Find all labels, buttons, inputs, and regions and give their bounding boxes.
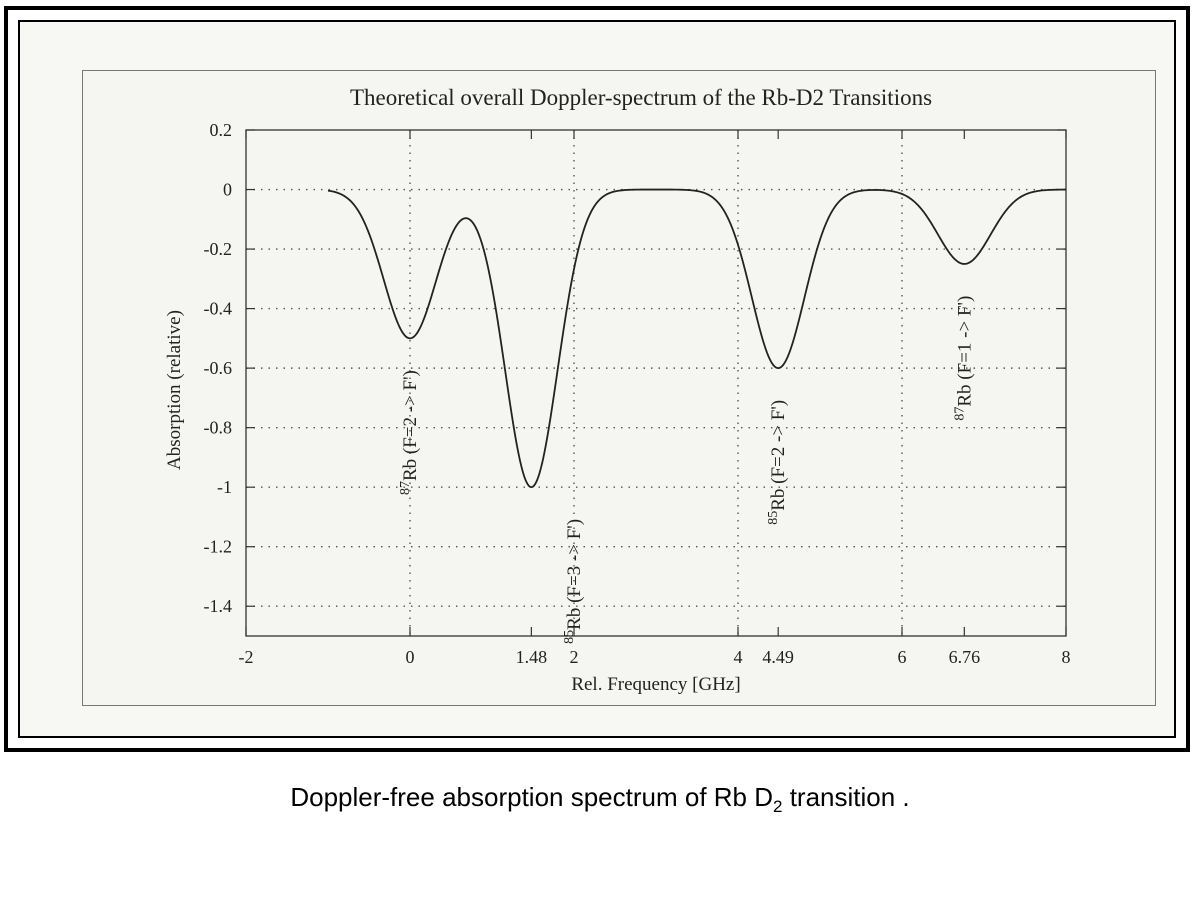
- peak-label-1: 85Rb (F=3 -> F'): [562, 519, 585, 644]
- series-line-absorption: [327, 188, 1067, 489]
- caption-text-end: transition .: [782, 782, 910, 812]
- y-tick-label: -0.6: [204, 358, 233, 378]
- x-tick-label: 2: [570, 647, 579, 667]
- peak-label-layer: 87Rb (F=2 -> F')85Rb (F=3 -> F')85Rb (F=…: [398, 296, 975, 644]
- y-tick-label: 0.2: [210, 120, 233, 140]
- x-tick-label: -2: [239, 647, 254, 667]
- peak-label-transition: Rb (F=1 -> F'): [954, 296, 975, 407]
- x-tick-label: 1.48: [516, 647, 548, 667]
- x-tick-label: 6.76: [949, 647, 981, 667]
- grid-layer: [246, 130, 1066, 636]
- peak-label-isotope: 85: [562, 630, 577, 644]
- x-tick-label: 6: [898, 647, 907, 667]
- peak-label-isotope: 87: [952, 407, 967, 421]
- x-tick-label: 4: [734, 647, 743, 667]
- y-tick-label: -1.4: [204, 596, 233, 616]
- chart-title: Theoretical overall Doppler-spectrum of …: [350, 85, 932, 110]
- y-tick-label: -0.4: [204, 299, 233, 319]
- chart-scan-panel: [82, 70, 1156, 706]
- x-tick-label: 8: [1062, 647, 1071, 667]
- caption-text: Doppler-free absorption spectrum of Rb D: [290, 782, 774, 812]
- tick-layer: -2 0 1.48 2 4 4.49 6 6.76 8 0.2 0 -0.2 -0.4 -0.6 -0.8 -…: [204, 120, 1071, 667]
- peak-label-transition: Rb (F=2 -> F'): [400, 370, 421, 481]
- y-tick-label: -0.8: [204, 418, 233, 438]
- x-tick-label: 0: [406, 647, 415, 667]
- peak-label-3: 87Rb (F=1 -> F'): [952, 296, 975, 421]
- y-tick-label: 0: [223, 180, 232, 200]
- peak-label-2: 85Rb (F=2 -> F'): [766, 400, 789, 525]
- x-axis-label: Rel. Frequency [GHz]: [571, 674, 740, 695]
- y-axis-label: Absorption (relative): [164, 310, 185, 470]
- y-tick-label: -1: [217, 477, 232, 497]
- peak-label-isotope: 87: [398, 481, 413, 495]
- x-tick-label: 4.49: [762, 647, 794, 667]
- caption-subscript: 2: [773, 797, 783, 817]
- peak-label-isotope: 85: [766, 511, 781, 525]
- peak-label-transition: Rb (F=3 -> F'): [564, 519, 585, 630]
- y-tick-label: -0.2: [204, 239, 233, 259]
- peak-label-transition: Rb (F=2 -> F'): [768, 400, 789, 511]
- peak-label-0: 87Rb (F=2 -> F'): [398, 370, 421, 495]
- y-tick-label: -1.2: [204, 537, 233, 557]
- figure-caption: Doppler-free absorption spectrum of Rb D…: [0, 782, 1200, 817]
- plot-frame: [245, 129, 1067, 637]
